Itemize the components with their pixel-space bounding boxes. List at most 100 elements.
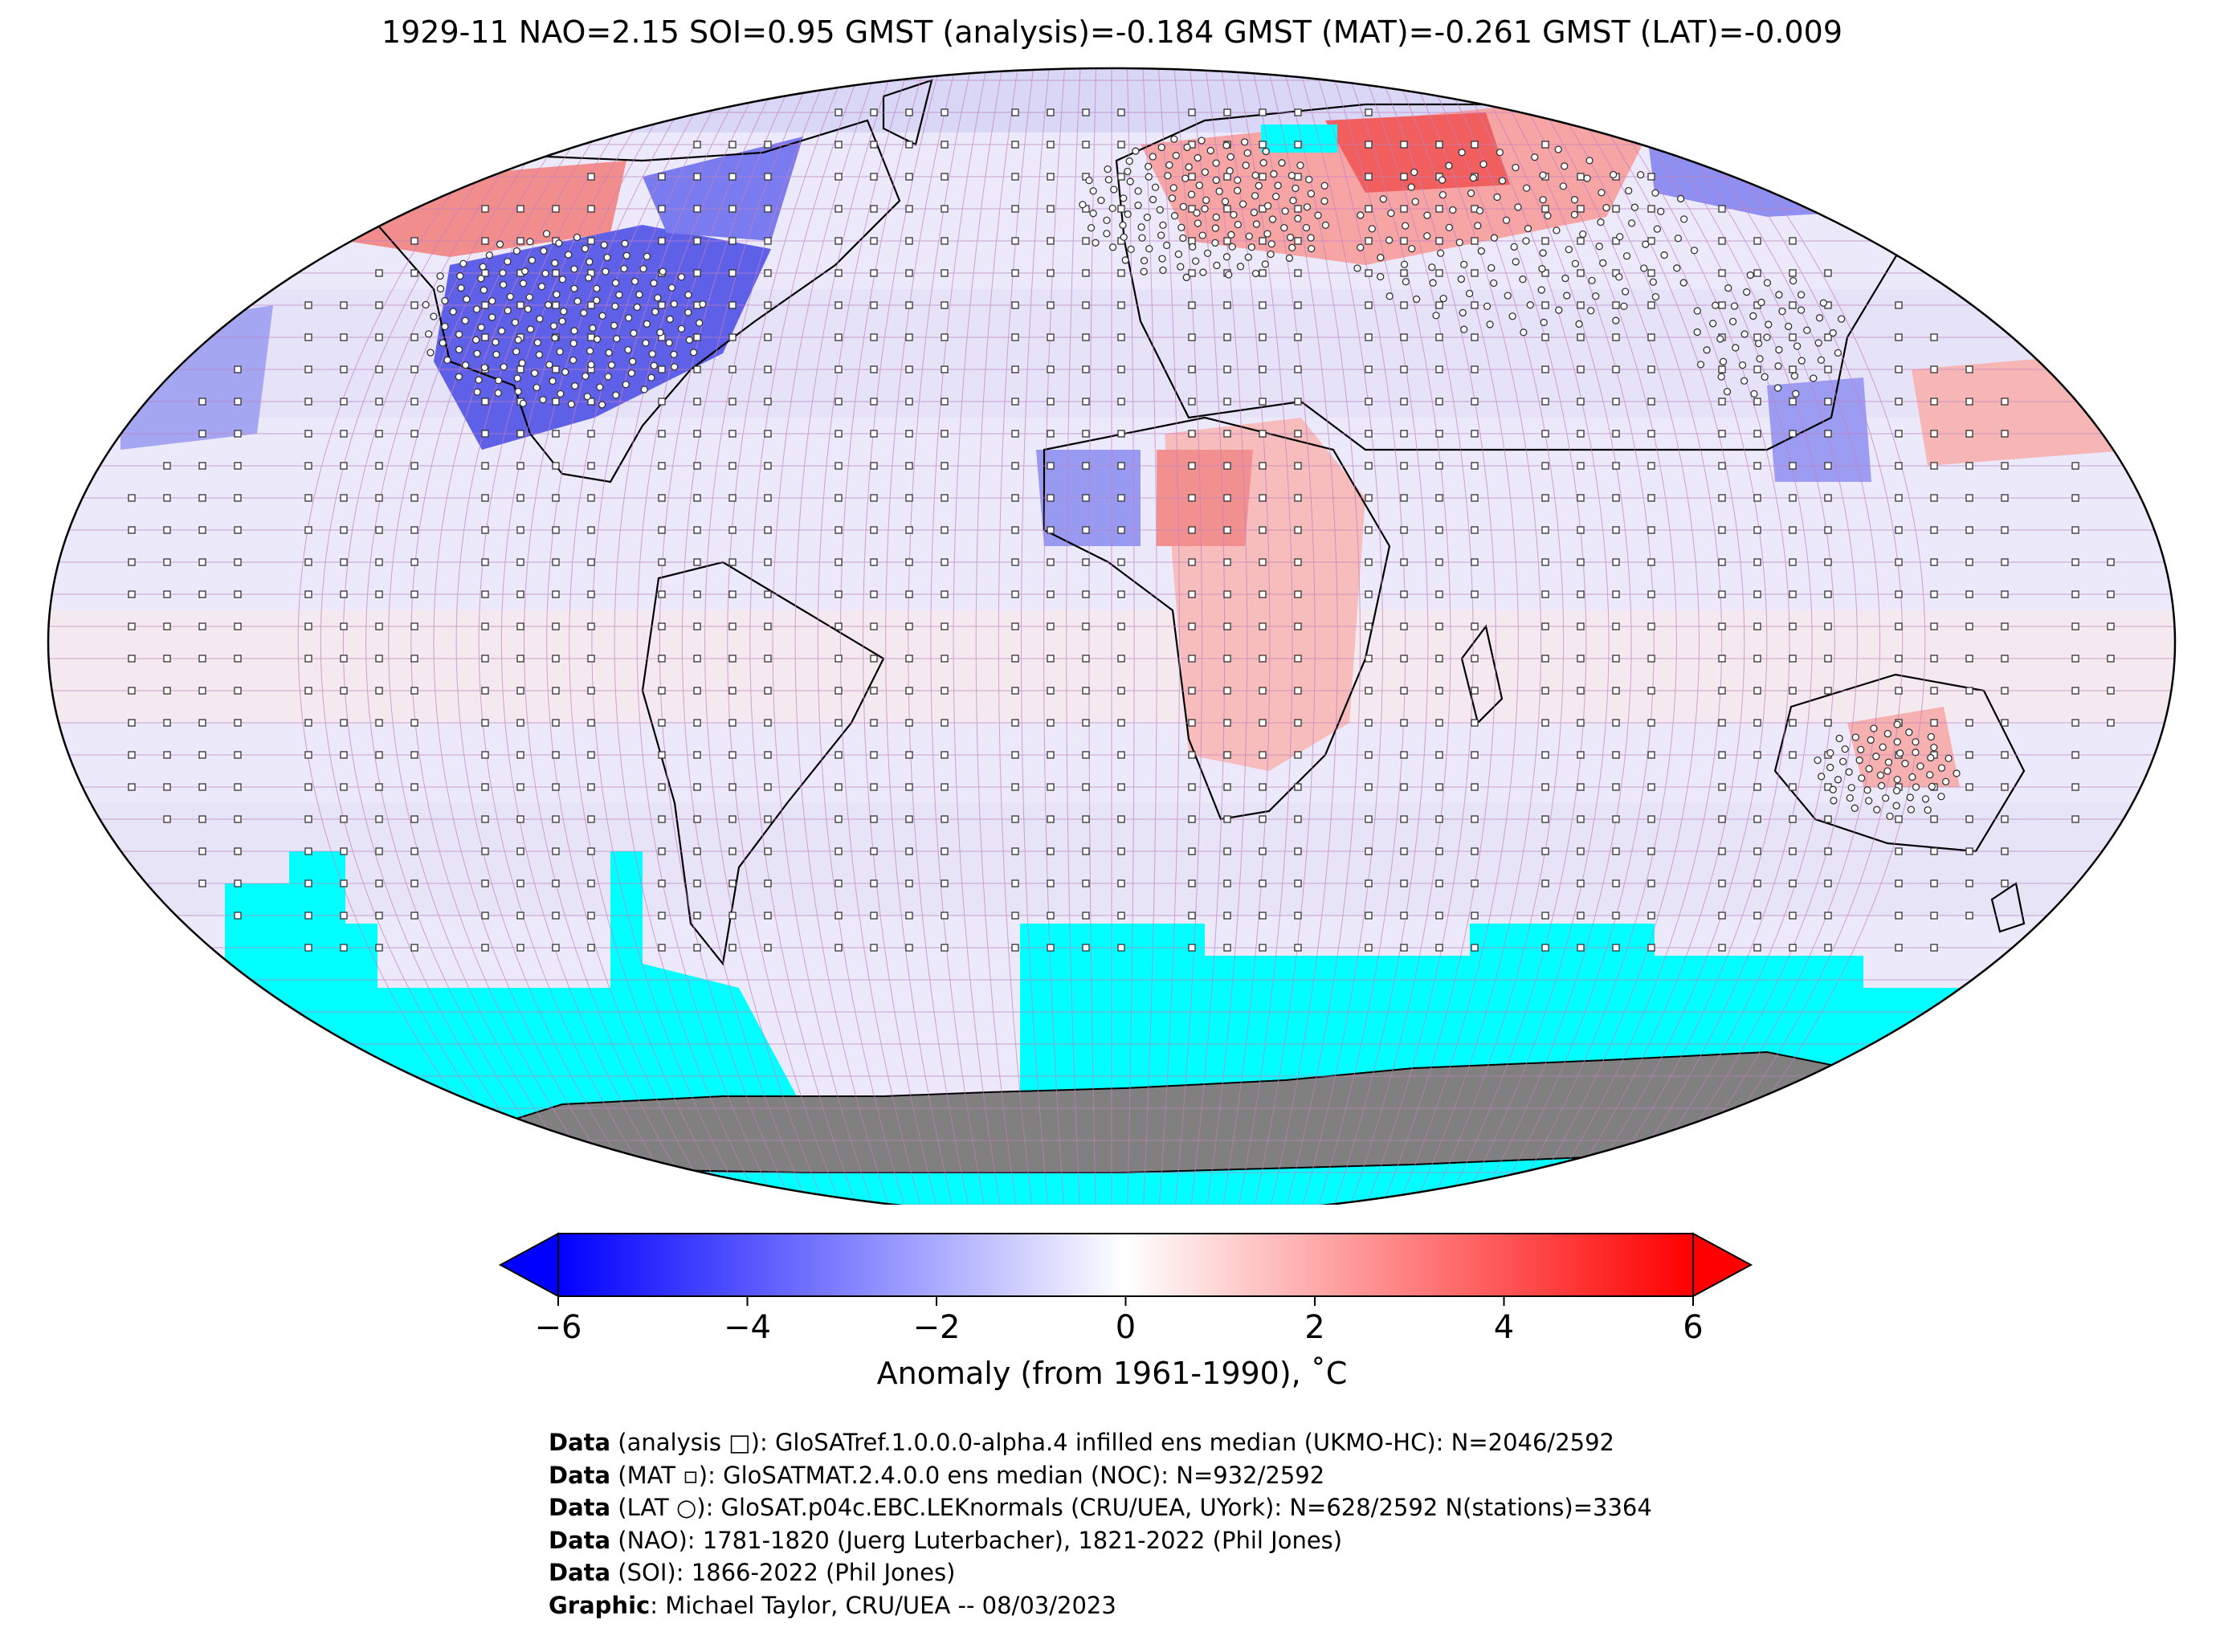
analysis-marker <box>552 912 560 920</box>
analysis-marker <box>728 944 737 952</box>
analysis-marker <box>1011 719 1019 727</box>
credit-line: Data (analysis □): GloSATref.1.0.0.0-alp… <box>549 1429 1615 1456</box>
analysis-marker <box>941 687 949 695</box>
analysis-marker <box>375 879 383 887</box>
station-marker <box>1302 223 1311 232</box>
station-marker <box>1222 141 1230 149</box>
analysis-marker <box>1259 558 1267 566</box>
station-marker <box>1592 292 1600 300</box>
analysis-marker <box>410 815 418 823</box>
station-marker <box>1286 233 1295 242</box>
analysis-marker <box>835 398 843 406</box>
analysis-marker <box>905 173 913 181</box>
station-marker <box>525 293 533 301</box>
station-marker <box>1479 160 1487 169</box>
analysis-marker <box>1612 526 1620 534</box>
station-marker <box>630 329 638 337</box>
analysis-marker <box>1930 462 1938 470</box>
station-marker <box>1475 206 1484 215</box>
analysis-marker <box>1789 526 1797 534</box>
station-marker <box>1158 255 1166 263</box>
station-marker <box>586 347 594 355</box>
analysis-marker <box>1965 751 1973 759</box>
analysis-marker <box>1541 751 1549 759</box>
analysis-marker <box>410 879 418 887</box>
station-marker <box>1410 168 1418 177</box>
analysis-marker <box>905 108 913 116</box>
station-marker <box>1879 743 1887 751</box>
analysis-marker <box>1259 590 1267 598</box>
analysis-marker <box>304 398 312 406</box>
analysis-marker <box>1365 944 1373 952</box>
analysis-marker <box>2107 687 2115 695</box>
analysis-marker <box>835 108 843 116</box>
station-marker <box>504 257 512 266</box>
analysis-marker <box>1435 494 1443 502</box>
analysis-marker <box>340 879 348 887</box>
analysis-marker <box>1895 365 1903 373</box>
analysis-marker <box>375 751 383 759</box>
analysis-marker <box>1541 205 1549 213</box>
analysis-marker <box>1365 879 1373 887</box>
analysis-marker <box>1011 108 1019 116</box>
analysis-marker <box>1824 590 1832 598</box>
analysis-marker <box>340 944 348 952</box>
station-marker <box>1819 299 1828 307</box>
analysis-marker <box>693 269 701 277</box>
station-marker <box>1243 149 1251 157</box>
analysis-marker <box>1082 333 1090 341</box>
analysis-marker <box>516 430 524 438</box>
analysis-marker <box>2071 622 2079 630</box>
analysis-marker <box>1930 815 1938 823</box>
analysis-marker <box>481 655 489 663</box>
analysis-marker <box>410 783 418 791</box>
analysis-marker <box>234 655 242 663</box>
analysis-marker <box>1047 333 1055 341</box>
analysis-marker <box>1365 847 1373 855</box>
analysis-marker <box>410 655 418 663</box>
analysis-marker <box>1471 655 1479 663</box>
analysis-marker <box>1011 333 1019 341</box>
analysis-marker <box>1223 590 1231 598</box>
station-marker <box>1124 210 1132 218</box>
station-marker <box>1226 153 1234 161</box>
analysis-marker <box>1117 141 1125 149</box>
analysis-marker <box>1223 687 1231 695</box>
analysis-marker <box>1435 237 1443 245</box>
station-marker <box>1522 184 1531 192</box>
station-marker <box>1510 243 1518 251</box>
analysis-marker <box>1294 141 1302 149</box>
analysis-marker <box>1047 847 1055 855</box>
analysis-marker <box>1223 879 1231 887</box>
analysis-marker <box>2001 687 2009 695</box>
station-marker <box>1162 241 1171 250</box>
analysis-marker <box>410 462 418 470</box>
station-marker <box>605 349 613 357</box>
analysis-marker <box>1471 558 1479 566</box>
analysis-marker <box>1259 622 1267 630</box>
analysis-marker <box>905 944 913 952</box>
analysis-marker <box>198 590 206 598</box>
analysis-marker <box>1294 494 1302 502</box>
analysis-marker <box>552 430 560 438</box>
analysis-marker <box>835 173 843 181</box>
analysis-marker <box>1117 912 1125 920</box>
analysis-marker <box>941 944 949 952</box>
analysis-marker <box>340 494 348 502</box>
analysis-marker <box>304 333 312 341</box>
analysis-marker <box>728 526 737 534</box>
analysis-marker <box>764 333 772 341</box>
analysis-marker <box>1365 590 1373 598</box>
analysis-marker <box>1435 141 1443 149</box>
analysis-marker <box>658 687 666 695</box>
analysis-marker <box>905 558 913 566</box>
analysis-marker <box>1753 944 1761 952</box>
analysis-marker <box>1047 879 1055 887</box>
station-marker <box>542 230 551 238</box>
analysis-marker <box>1223 108 1231 116</box>
analysis-marker <box>1647 912 1655 920</box>
analysis-marker <box>587 879 595 887</box>
analysis-marker <box>1895 622 1903 630</box>
analysis-marker <box>1753 847 1761 855</box>
analysis-marker <box>1117 719 1125 727</box>
